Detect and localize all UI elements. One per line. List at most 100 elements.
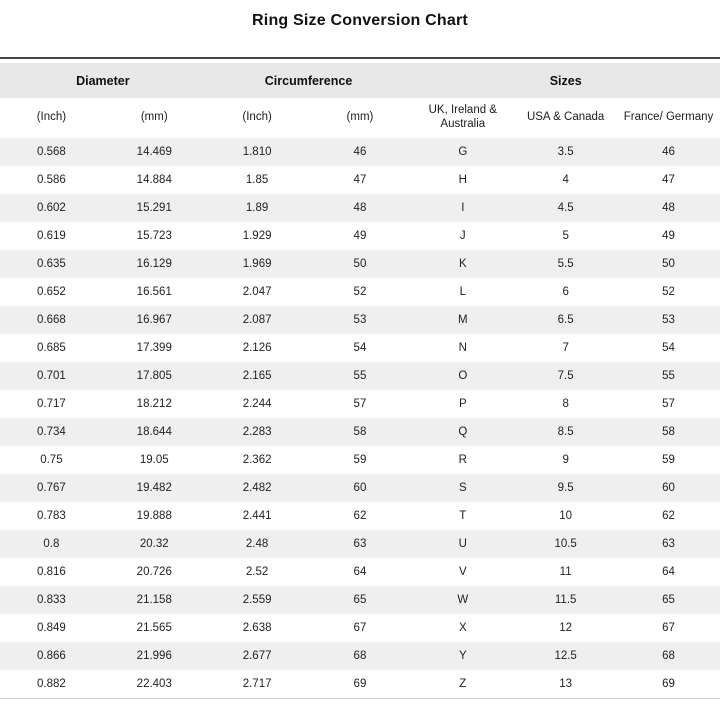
table-cell: 0.619 xyxy=(37,230,66,242)
table-cell: 0.652 xyxy=(37,286,66,298)
table-cell: T xyxy=(459,510,467,522)
table-cell: 48 xyxy=(353,202,367,214)
table-cell: 1.85 xyxy=(245,174,269,186)
table-cell: 2.441 xyxy=(242,510,272,522)
table-cell: Y xyxy=(458,650,467,662)
table-cell: 2.52 xyxy=(245,566,269,578)
table-cell: 2.047 xyxy=(242,286,272,298)
table-cell: 0.866 xyxy=(37,650,66,662)
table-cell: 16.129 xyxy=(136,258,172,270)
table-cell: 12.5 xyxy=(554,650,577,662)
table-cell: 0.734 xyxy=(37,426,66,438)
table-cell: O xyxy=(458,370,468,382)
table-top-rule xyxy=(0,57,720,63)
table-cell: 60 xyxy=(353,482,367,494)
table-cell: 69 xyxy=(662,678,675,690)
table-cell: 50 xyxy=(353,258,367,270)
table-row: 0.833 21.158 2.559 65 W 11.5 65 xyxy=(0,586,720,614)
table-cell: K xyxy=(458,258,467,270)
table-cell: 16.967 xyxy=(136,314,172,326)
column-header-circumference-inch: (Inch) xyxy=(205,98,309,138)
table-cell: Z xyxy=(459,678,467,690)
table-cell: 0.75 xyxy=(40,454,63,466)
ring-size-conversion-table: Diameter Circumference Sizes (Inch) (mm)… xyxy=(0,63,720,699)
table-cell: 62 xyxy=(662,510,675,522)
table-cell: 2.638 xyxy=(242,622,272,634)
table-row: 0.717 18.212 2.244 57 P 8 57 xyxy=(0,390,720,418)
table-row: 0.767 19.482 2.482 60 S 9.5 60 xyxy=(0,474,720,502)
table-cell: 59 xyxy=(353,454,367,466)
table-cell: 64 xyxy=(353,566,367,578)
table-cell: H xyxy=(458,174,467,186)
table-cell: 54 xyxy=(662,342,675,354)
table-row: 0.882 22.403 2.717 69 Z 13 69 xyxy=(0,670,720,699)
page-title: Ring Size Conversion Chart xyxy=(252,12,468,29)
table-cell: 60 xyxy=(662,482,675,494)
table-cell: Q xyxy=(458,426,468,438)
table-row: 0.783 19.888 2.441 62 T 10 62 xyxy=(0,502,720,530)
table-cell: 11 xyxy=(559,566,572,578)
table-cell: 11.5 xyxy=(554,594,577,606)
table-cell: 0.635 xyxy=(37,258,66,270)
table-cell: L xyxy=(459,286,466,298)
table-cell: 58 xyxy=(353,426,367,438)
table-cell: 65 xyxy=(353,594,367,606)
table-cell: W xyxy=(457,594,469,606)
table-cell: 6.5 xyxy=(557,314,574,326)
table-cell: 62 xyxy=(353,510,367,522)
table-cell: 1.89 xyxy=(245,202,269,214)
table-cell: 10 xyxy=(559,510,573,522)
table-cell: 16.561 xyxy=(136,286,172,298)
table-cell: 6 xyxy=(562,286,569,298)
table-cell: 2.717 xyxy=(242,678,272,690)
table-cell: 0.701 xyxy=(37,370,66,382)
table-cell: 1.969 xyxy=(242,258,272,270)
table-row: 0.568 14.469 1.810 46 G 3.5 46 xyxy=(0,138,720,166)
group-header-sizes: Sizes xyxy=(411,63,720,98)
table-cell: 2.677 xyxy=(242,650,272,662)
table-row: 0.734 18.644 2.283 58 Q 8.5 58 xyxy=(0,418,720,446)
table-row: 0.701 17.805 2.165 55 O 7.5 55 xyxy=(0,362,720,390)
table-cell: 5.5 xyxy=(557,258,574,270)
table-cell: 0.767 xyxy=(37,482,66,494)
table-cell: 2.126 xyxy=(242,342,272,354)
table-cell: 21.158 xyxy=(136,594,172,606)
table-row: 0.849 21.565 2.638 67 X 12 67 xyxy=(0,614,720,642)
table-cell: R xyxy=(458,454,467,466)
table-cell: 1.810 xyxy=(242,146,272,158)
table-cell: 8 xyxy=(562,398,569,410)
column-header-diameter-mm: (mm) xyxy=(102,98,206,138)
table-cell: X xyxy=(458,622,467,634)
table-cell: 21.996 xyxy=(136,650,172,662)
table-row: 0.8 20.32 2.48 63 U 10.5 63 xyxy=(0,530,720,558)
table-cell: 13 xyxy=(559,678,573,690)
table-cell: 55 xyxy=(662,370,675,382)
table-cell: 1.929 xyxy=(242,230,272,242)
table-cell: 22.403 xyxy=(136,678,172,690)
table-cell: 53 xyxy=(353,314,367,326)
table-cell: 19.05 xyxy=(139,454,169,466)
table-cell: 17.399 xyxy=(136,342,172,354)
table-cell: 20.726 xyxy=(136,566,172,578)
table-cell: 2.244 xyxy=(242,398,272,410)
table-cell: 15.723 xyxy=(136,230,172,242)
table-cell: 18.644 xyxy=(136,426,172,438)
group-header-diameter: Diameter xyxy=(0,63,206,98)
table-cell: 19.888 xyxy=(136,510,172,522)
table-cell: 52 xyxy=(353,286,367,298)
column-header-row: (Inch) (mm) (Inch) (mm) UK, Ireland & Au… xyxy=(0,98,720,138)
table-row: 0.685 17.399 2.126 54 N 7 54 xyxy=(0,334,720,362)
table-cell: 46 xyxy=(662,146,675,158)
table-cell: 7 xyxy=(562,342,569,354)
table-cell: 49 xyxy=(662,230,675,242)
table-cell: 47 xyxy=(662,174,675,186)
table-cell: 0.783 xyxy=(37,510,66,522)
table-cell: 46 xyxy=(353,146,367,158)
table-cell: 64 xyxy=(662,566,675,578)
table-cell: 2.482 xyxy=(242,482,272,494)
table-cell: 0.882 xyxy=(37,678,66,690)
table-cell: 10.5 xyxy=(554,538,577,550)
table-cell: S xyxy=(458,482,467,494)
table-cell: 48 xyxy=(662,202,675,214)
table-body: 0.568 14.469 1.810 46 G 3.5 46 0.586 14.884 1.85 4… xyxy=(0,138,720,699)
